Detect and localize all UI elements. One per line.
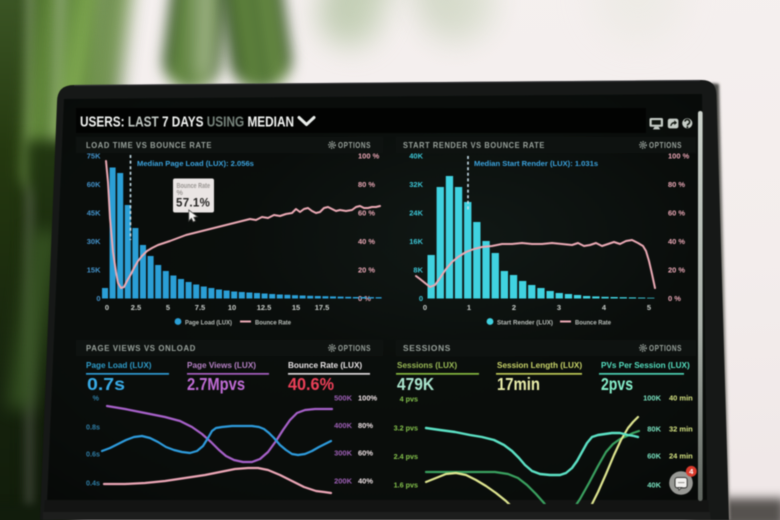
svg-text:24 min: 24 min (669, 452, 693, 461)
svg-text:%: % (177, 188, 184, 197)
svg-text:Start Render (LUX): Start Render (LUX) (497, 320, 553, 327)
svg-text:80 %: 80 % (668, 180, 685, 189)
svg-text:OPTIONS: OPTIONS (338, 140, 371, 150)
svg-text:16K: 16K (409, 237, 423, 246)
svg-text:24K: 24K (409, 209, 423, 218)
svg-text:40K: 40K (409, 152, 423, 161)
svg-text:OPTIONS: OPTIONS (649, 140, 682, 150)
svg-text:400K: 400K (334, 421, 353, 430)
svg-text:60K: 60K (647, 452, 661, 461)
svg-text:40 %: 40 % (668, 237, 685, 246)
svg-text:START RENDER VS BOUNCE RATE: START RENDER VS BOUNCE RATE (403, 140, 545, 150)
svg-text:Bounce Rate: Bounce Rate (177, 181, 211, 190)
svg-text:2.4 pvs: 2.4 pvs (394, 452, 418, 461)
svg-text:15K: 15K (87, 266, 101, 275)
svg-text:32K: 32K (409, 180, 423, 189)
svg-text:OPTIONS: OPTIONS (338, 343, 371, 353)
svg-text:0.4s: 0.4s (86, 479, 100, 488)
svg-text:40 min: 40 min (669, 394, 693, 403)
svg-text:80 %: 80 % (358, 180, 375, 189)
svg-text:7.5: 7.5 (195, 303, 205, 312)
svg-text:Bounce Rate: Bounce Rate (255, 320, 291, 327)
svg-text:5: 5 (166, 303, 170, 312)
svg-text:2pvs: 2pvs (601, 374, 633, 394)
svg-text:12.5: 12.5 (257, 303, 272, 312)
svg-text:60%: 60% (358, 449, 373, 458)
svg-text:75K: 75K (87, 152, 101, 161)
svg-text:500K: 500K (334, 394, 353, 403)
svg-text:Page Views (LUX): Page Views (LUX) (187, 361, 256, 370)
svg-text:Bounce Rate: Bounce Rate (575, 320, 611, 327)
svg-text:100 %: 100 % (358, 152, 380, 161)
svg-text:4: 4 (689, 467, 694, 476)
svg-text:40%: 40% (358, 477, 373, 486)
svg-text:100K: 100K (643, 394, 662, 403)
svg-text:20 %: 20 % (358, 266, 375, 275)
svg-text:100 %: 100 % (668, 152, 690, 161)
svg-text:0.6s: 0.6s (86, 450, 100, 459)
svg-text:Page Load (LUX): Page Load (LUX) (185, 320, 232, 327)
svg-text:1: 1 (467, 303, 471, 312)
svg-text:0: 0 (419, 294, 423, 303)
svg-text:Median Page Load (LUX): 2.056s: Median Page Load (LUX): 2.056s (137, 159, 254, 168)
svg-text:Page Load (LUX): Page Load (LUX) (86, 361, 152, 370)
svg-text:17.5: 17.5 (315, 303, 330, 312)
svg-text:57.1%: 57.1% (176, 198, 210, 210)
svg-text:OPTIONS: OPTIONS (649, 343, 682, 353)
svg-text:2.7Mpvs: 2.7Mpvs (187, 374, 245, 394)
svg-text:%: % (93, 394, 100, 403)
svg-text:60 %: 60 % (358, 209, 375, 218)
svg-text:17min: 17min (497, 374, 540, 394)
svg-text:8K: 8K (413, 266, 423, 275)
svg-text:3.2 pvs: 3.2 pvs (394, 424, 418, 433)
svg-text:0: 0 (96, 294, 100, 303)
svg-text:Bounce Rate (LUX): Bounce Rate (LUX) (288, 361, 362, 370)
svg-text:LOAD TIME VS BOUNCE RATE: LOAD TIME VS BOUNCE RATE (86, 140, 212, 150)
svg-text:300K: 300K (334, 449, 353, 458)
svg-text:0: 0 (423, 303, 427, 312)
svg-text:40 %: 40 % (358, 237, 375, 246)
svg-text:30K: 30K (87, 237, 101, 246)
svg-text:0: 0 (105, 303, 109, 312)
svg-text:80%: 80% (358, 421, 373, 430)
svg-text:USERS: LAST 7 DAYS USING MEDIA: USERS: LAST 7 DAYS USING MEDIAN (80, 115, 294, 131)
svg-text:15: 15 (292, 303, 300, 312)
svg-text:PVs Per Session (LUX): PVs Per Session (LUX) (601, 361, 690, 370)
svg-text:45K: 45K (87, 209, 101, 218)
svg-text:Session Length (LUX): Session Length (LUX) (497, 361, 582, 370)
svg-text:80K: 80K (647, 425, 661, 434)
svg-text:10: 10 (228, 303, 236, 312)
svg-text:5: 5 (647, 303, 651, 312)
svg-text:4 pvs: 4 pvs (400, 395, 418, 404)
svg-text:479K: 479K (397, 374, 434, 394)
svg-text:60 %: 60 % (668, 209, 685, 218)
svg-text:100%: 100% (358, 394, 378, 403)
svg-text:32 min: 32 min (669, 425, 693, 434)
svg-text:0.7s: 0.7s (87, 374, 125, 394)
svg-text:Sessions (LUX): Sessions (LUX) (397, 361, 457, 370)
svg-text:PAGE VIEWS VS ONLOAD: PAGE VIEWS VS ONLOAD (86, 343, 196, 353)
svg-text:0.8s: 0.8s (86, 423, 100, 432)
svg-text:2: 2 (512, 303, 516, 312)
svg-text:0 %: 0 % (668, 294, 681, 303)
svg-text:60K: 60K (87, 180, 101, 189)
svg-text:40.6%: 40.6% (288, 374, 334, 394)
svg-text:2.5: 2.5 (131, 303, 141, 312)
svg-text:3: 3 (557, 303, 561, 312)
svg-text:Median Start Render (LUX): 1.0: Median Start Render (LUX): 1.031s (474, 159, 598, 168)
svg-text:200K: 200K (334, 477, 353, 486)
svg-text:1.6 pvs: 1.6 pvs (394, 481, 418, 490)
svg-text:SESSIONS: SESSIONS (403, 343, 451, 353)
svg-text:40K: 40K (647, 481, 661, 490)
svg-text:20 %: 20 % (668, 266, 685, 275)
svg-text:4: 4 (602, 303, 607, 312)
